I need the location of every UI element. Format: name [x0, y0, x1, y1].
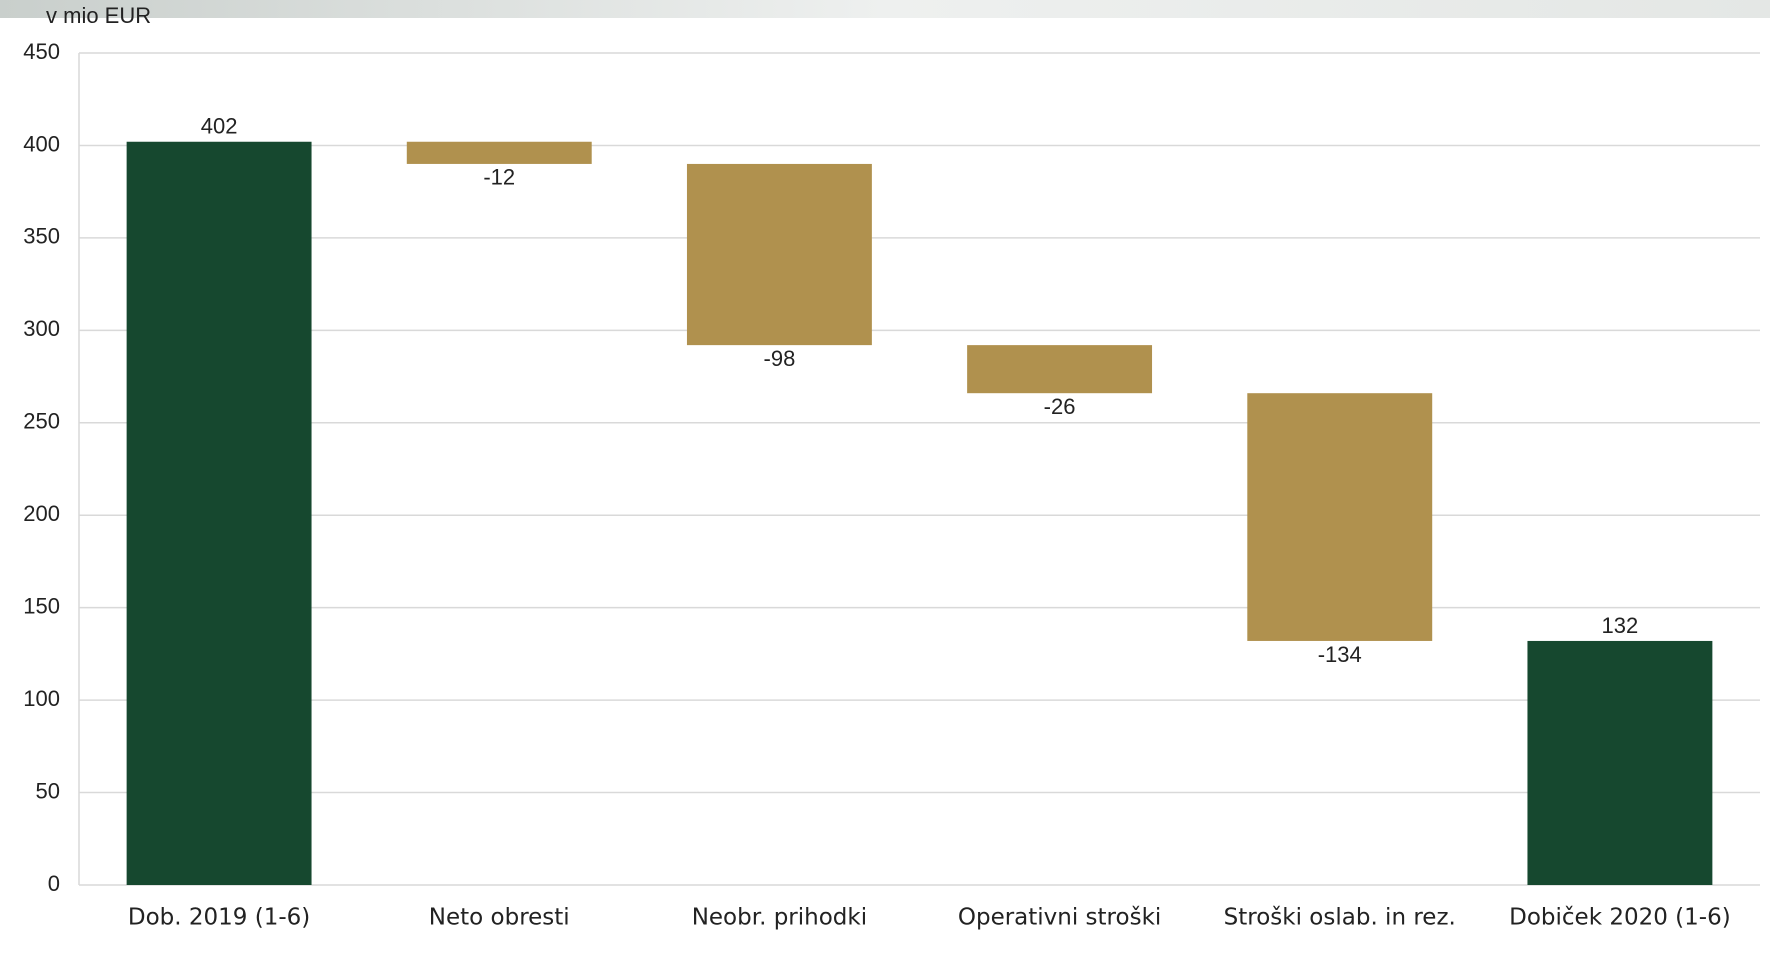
value-label: -12 — [483, 165, 515, 190]
top-strip — [0, 0, 1770, 18]
y-tick-label: 400 — [23, 131, 60, 156]
y-tick-label: 50 — [36, 778, 60, 803]
value-label: 402 — [201, 114, 238, 139]
y-tick-label: 100 — [23, 686, 60, 711]
bar — [1247, 393, 1433, 641]
value-label: 132 — [1602, 613, 1639, 638]
x-tick-label: Dob. 2019 (1-6) — [128, 905, 310, 931]
value-label: -134 — [1318, 642, 1362, 667]
y-tick-label: 450 — [23, 39, 60, 64]
bar — [967, 345, 1153, 394]
x-tick-label: Operativni stroški — [958, 905, 1161, 931]
x-tick-label: Neobr. prihodki — [692, 905, 867, 931]
value-label: -98 — [764, 346, 796, 371]
y-tick-label: 200 — [23, 501, 60, 526]
bar — [686, 163, 872, 346]
value-label: -26 — [1044, 394, 1076, 419]
y-tick-label: 350 — [23, 224, 60, 249]
y-tick-label: 150 — [23, 593, 60, 618]
x-tick-label: Stroški oslab. in rez. — [1224, 905, 1456, 931]
y-tick-label: 250 — [23, 409, 60, 434]
x-tick-label: Neto obresti — [429, 905, 570, 931]
bar — [126, 141, 312, 885]
y-tick-label: 0 — [48, 871, 60, 896]
x-tick-label: Dobiček 2020 (1-6) — [1509, 905, 1731, 931]
y-axis-label: v mio EUR — [46, 3, 151, 28]
bar — [1527, 640, 1713, 885]
bar — [406, 141, 592, 164]
y-tick-label: 300 — [23, 316, 60, 341]
